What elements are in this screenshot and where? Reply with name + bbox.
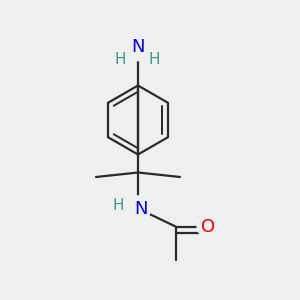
Text: O: O bbox=[201, 218, 216, 236]
Text: H: H bbox=[149, 52, 160, 67]
Circle shape bbox=[197, 215, 220, 238]
Text: H: H bbox=[114, 52, 126, 67]
Text: N: N bbox=[131, 38, 145, 56]
Text: N: N bbox=[134, 200, 148, 217]
Circle shape bbox=[125, 35, 151, 61]
Circle shape bbox=[125, 196, 151, 221]
Text: H: H bbox=[113, 198, 124, 213]
